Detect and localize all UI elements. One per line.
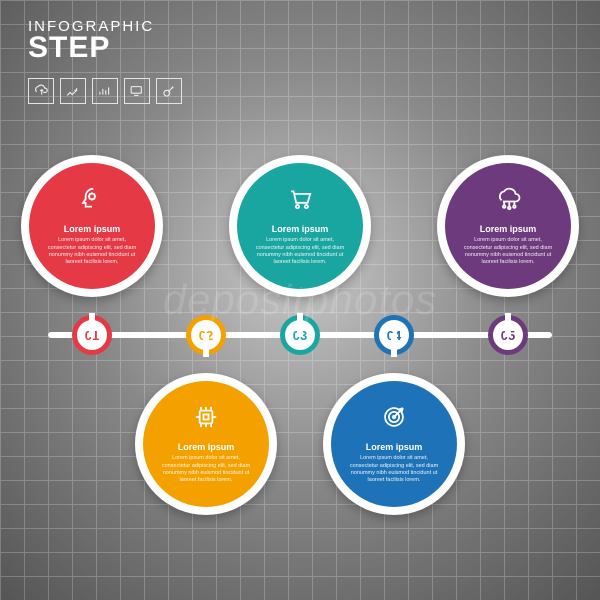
step-title: Lorem ipsum bbox=[480, 224, 537, 234]
step-marker-05: 05 bbox=[488, 315, 528, 355]
step-body: Lorem ipsum dolor sit amet, consectetur … bbox=[161, 455, 251, 485]
step-bubble-01: Lorem ipsum Lorem ipsum dolor sit amet, … bbox=[21, 155, 163, 297]
step-bubble-02: Lorem ipsum Lorem ipsum dolor sit amet, … bbox=[135, 373, 277, 515]
header: INFOGRAPHIC STEP bbox=[28, 18, 154, 65]
bar-growth-icon bbox=[60, 78, 86, 104]
header-line2: STEP bbox=[28, 31, 154, 65]
cloud-net-icon bbox=[494, 185, 522, 224]
chip-icon bbox=[192, 403, 220, 442]
head-gears-icon bbox=[78, 185, 106, 224]
step-bubble-04: Lorem ipsum Lorem ipsum dolor sit amet, … bbox=[323, 373, 465, 515]
bars-icon bbox=[92, 78, 118, 104]
cart-icon bbox=[286, 185, 314, 224]
target-icon bbox=[380, 403, 408, 442]
step-marker-02: 02 bbox=[186, 315, 226, 355]
step-marker-01: 01 bbox=[72, 315, 112, 355]
step-body: Lorem ipsum dolor sit amet, consectetur … bbox=[255, 237, 345, 267]
cloud-upload-icon bbox=[28, 78, 54, 104]
step-title: Lorem ipsum bbox=[366, 442, 423, 452]
monitor-icon bbox=[124, 78, 150, 104]
step-body: Lorem ipsum dolor sit amet, consectetur … bbox=[349, 455, 439, 485]
step-bubble-05: Lorem ipsum Lorem ipsum dolor sit amet, … bbox=[437, 155, 579, 297]
header-icon-row bbox=[28, 78, 182, 104]
step-body: Lorem ipsum dolor sit amet, consectetur … bbox=[463, 237, 553, 267]
step-body: Lorem ipsum dolor sit amet, consectetur … bbox=[47, 237, 137, 267]
step-title: Lorem ipsum bbox=[178, 442, 235, 452]
step-title: Lorem ipsum bbox=[64, 224, 121, 234]
step-title: Lorem ipsum bbox=[272, 224, 329, 234]
step-marker-03: 03 bbox=[280, 315, 320, 355]
step-marker-04: 04 bbox=[374, 315, 414, 355]
step-bubble-03: Lorem ipsum Lorem ipsum dolor sit amet, … bbox=[229, 155, 371, 297]
guitar-icon bbox=[156, 78, 182, 104]
